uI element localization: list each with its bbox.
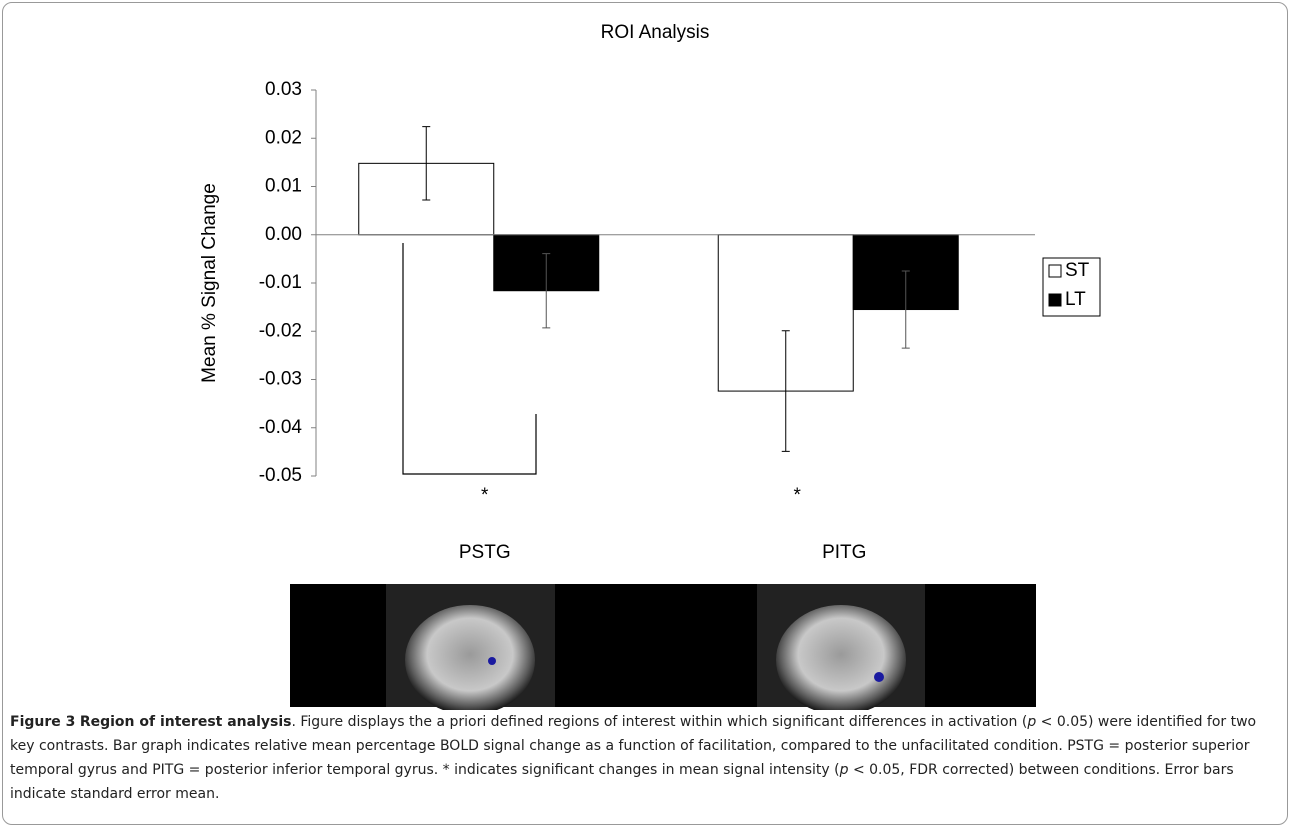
brain-image (405, 605, 535, 710)
y-tick-label: -0.01 (259, 272, 302, 293)
x-tick-label: PITG (822, 542, 866, 563)
caption-title: Region of interest analysis (79, 714, 292, 730)
caption-label: Figure 3 (10, 714, 76, 730)
legend-swatch (1048, 264, 1062, 278)
caption-text: < 0.05, FDR corrected) between condition… (10, 762, 1234, 802)
roi-dot (488, 657, 496, 665)
y-tick-label: -0.04 (259, 417, 303, 438)
error-bar (422, 126, 431, 201)
y-tick-label: 0.02 (265, 127, 302, 148)
chart-title: ROI Analysis (601, 22, 710, 43)
legend-swatch (1048, 293, 1062, 307)
error-bar (901, 270, 910, 349)
y-axis-label: Mean % Signal Change (199, 183, 220, 383)
y-tick-label: -0.02 (259, 320, 302, 341)
y-tick-label: 0.01 (265, 176, 302, 197)
legend-label: ST (1065, 260, 1090, 281)
caption-text: . Figure displays the a priori defined r… (291, 714, 1028, 730)
roi-dot (874, 672, 884, 682)
significance-star: * (794, 485, 802, 506)
significance-star: * (481, 485, 489, 506)
error-bar (781, 330, 790, 452)
caption-text: < 0.05) were identified for two key cont… (10, 714, 1257, 778)
chart: ROI Analysis Mean % Signal Change -0.05 -… (199, 22, 1101, 710)
caption: Figure 3 Region of interest analysis. Fi… (10, 710, 1282, 806)
y-tick-label: -0.03 (259, 369, 302, 390)
caption-italic: p (839, 762, 849, 778)
x-tick-label: PSTG (459, 542, 511, 563)
y-tick-label: -0.05 (259, 465, 302, 486)
caption-italic: p (1027, 714, 1037, 730)
significance-bracket (402, 243, 537, 475)
brain-image (776, 605, 906, 710)
legend-label: LT (1065, 289, 1086, 310)
error-bar (542, 253, 551, 329)
y-tick-label: 0.03 (265, 79, 302, 100)
y-tick-label: 0.00 (265, 224, 302, 245)
